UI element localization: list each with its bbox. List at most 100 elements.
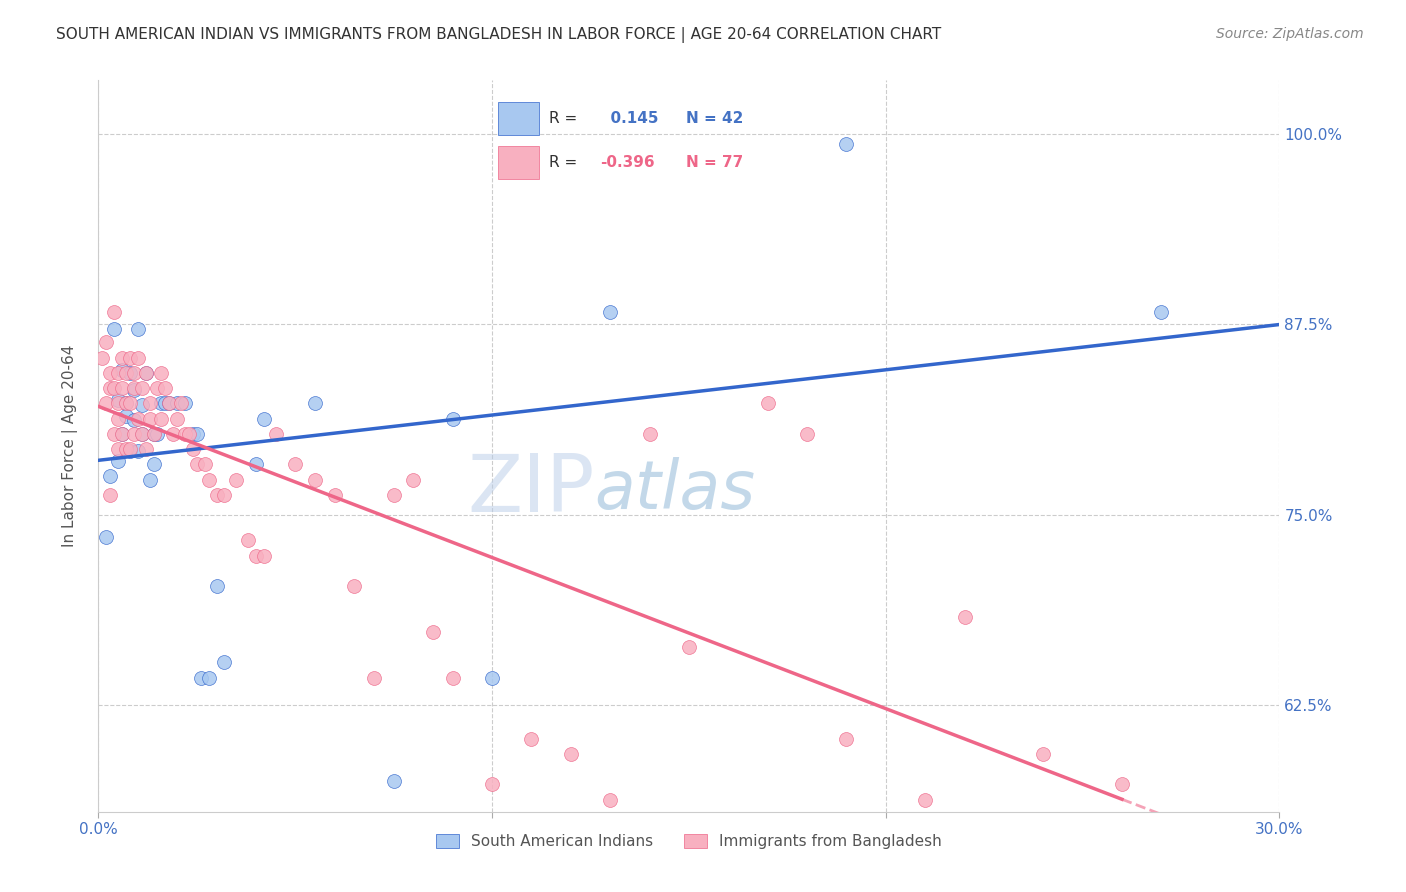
Point (1032, 747, 1054, 761)
Point (115, 409, 138, 423)
Y-axis label: In Labor Force | Age 20-64: In Labor Force | Age 20-64 (62, 345, 77, 547)
Point (115, 396, 138, 410)
Point (402, 473, 425, 487)
Point (236, 533, 259, 548)
Point (157, 396, 180, 410)
Point (197, 473, 219, 487)
Point (181, 426, 204, 441)
Point (1150, 305, 1173, 319)
Point (131, 426, 153, 441)
Point (162, 426, 184, 441)
Point (245, 549, 267, 563)
Point (127, 321, 149, 335)
Point (138, 411, 160, 425)
Point (756, 396, 779, 410)
Point (122, 383, 145, 397)
Legend: South American Indians, Immigrants from Bangladesh: South American Indians, Immigrants from … (430, 828, 948, 855)
Point (177, 426, 200, 441)
Point (111, 426, 134, 441)
Point (481, 777, 503, 791)
Point (127, 351, 149, 365)
Point (142, 426, 165, 441)
Point (111, 363, 134, 377)
Point (98, 469, 121, 483)
Point (520, 731, 543, 746)
Point (115, 366, 138, 380)
Point (150, 396, 173, 410)
Point (441, 671, 464, 685)
Point (174, 396, 197, 410)
Point (264, 426, 287, 441)
Point (115, 396, 138, 410)
Point (91, 351, 114, 365)
Point (122, 381, 145, 395)
Point (599, 792, 621, 806)
Point (166, 396, 188, 410)
Point (205, 488, 228, 502)
Point (98, 366, 121, 380)
Point (107, 411, 129, 425)
Point (118, 351, 141, 365)
Text: atlas: atlas (595, 457, 755, 523)
Point (131, 426, 153, 441)
Point (245, 457, 267, 471)
Point (96, 530, 118, 544)
Point (122, 413, 145, 427)
Point (135, 366, 157, 380)
Point (138, 396, 160, 410)
Point (96, 335, 118, 350)
Point (225, 473, 247, 487)
Point (142, 457, 165, 471)
Point (135, 442, 157, 456)
Point (323, 488, 346, 502)
Text: SOUTH AMERICAN INDIAN VS IMMIGRANTS FROM BANGLADESH IN LABOR FORCE | AGE 20-64 C: SOUTH AMERICAN INDIAN VS IMMIGRANTS FROM… (56, 27, 942, 43)
Point (107, 454, 129, 468)
Point (111, 351, 134, 365)
Point (103, 381, 125, 395)
Point (190, 671, 212, 685)
Point (181, 442, 204, 456)
Point (197, 671, 219, 685)
Point (157, 396, 180, 410)
Point (441, 411, 464, 425)
Point (135, 366, 157, 380)
Point (170, 396, 193, 410)
Point (382, 774, 405, 789)
Point (382, 488, 405, 502)
Point (186, 457, 208, 471)
Point (118, 366, 141, 380)
Point (142, 426, 165, 441)
Point (155, 381, 177, 395)
Point (122, 426, 145, 441)
Point (599, 305, 621, 319)
Point (111, 381, 134, 395)
Point (205, 579, 228, 593)
Point (835, 137, 858, 152)
Point (214, 656, 236, 670)
Point (186, 426, 208, 441)
Text: ZIP: ZIP (467, 450, 595, 529)
Point (253, 411, 276, 425)
Point (150, 366, 173, 380)
Point (103, 426, 125, 441)
Point (115, 442, 138, 456)
Point (560, 747, 582, 761)
Point (481, 671, 503, 685)
Point (98, 381, 121, 395)
Point (103, 305, 125, 319)
Point (284, 457, 307, 471)
Point (796, 426, 818, 441)
Point (107, 442, 129, 456)
Point (127, 411, 149, 425)
Text: Source: ZipAtlas.com: Source: ZipAtlas.com (1216, 27, 1364, 41)
Point (214, 488, 236, 502)
Point (107, 396, 129, 410)
Point (1111, 777, 1133, 791)
Point (131, 381, 153, 395)
Point (914, 792, 936, 806)
Point (96, 396, 118, 410)
Point (304, 473, 326, 487)
Point (953, 609, 976, 624)
Point (118, 396, 141, 410)
Point (638, 426, 661, 441)
